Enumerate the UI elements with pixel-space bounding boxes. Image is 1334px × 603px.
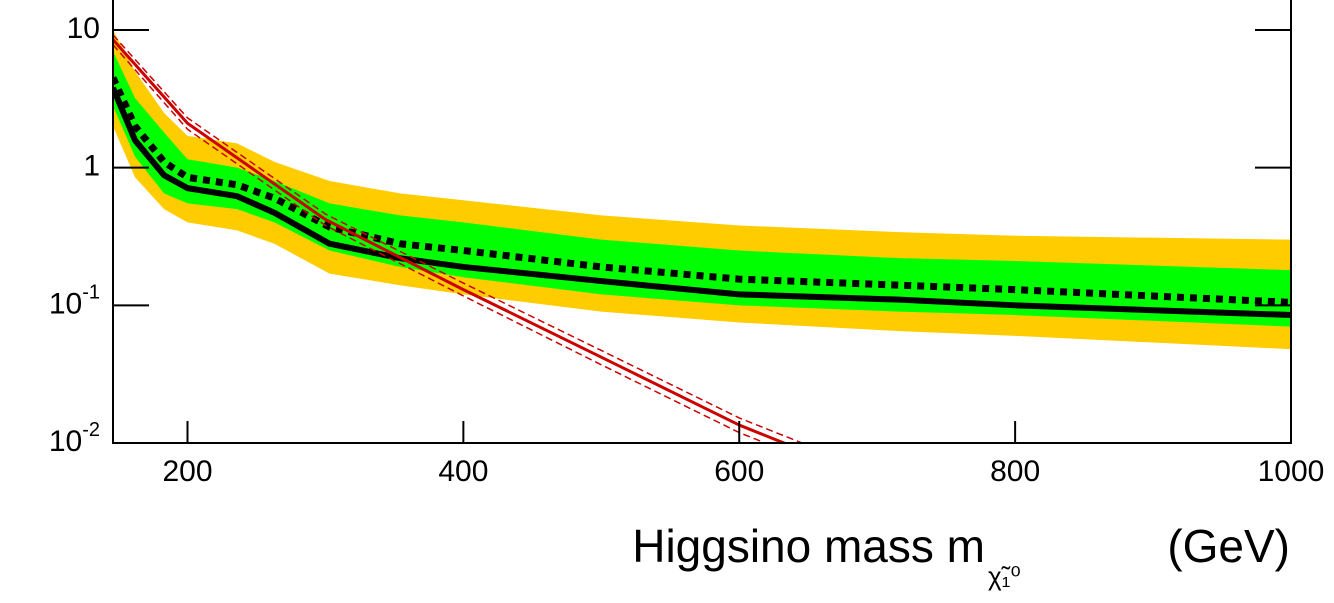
y-tick-label: 10	[67, 12, 100, 45]
plot-area	[113, 29, 1291, 443]
y-tick-label-exponent: -1	[82, 282, 100, 304]
x-axis-title-unit: (GeV)	[1167, 520, 1290, 572]
x-tick-label: 600	[714, 455, 764, 488]
y-tick-label-base: 10	[49, 287, 82, 320]
y-tick-label-exponent: -2	[82, 419, 100, 441]
y-tick-label: 10-1	[49, 282, 100, 321]
x-tick-label: 400	[438, 455, 488, 488]
line	[113, 76, 1291, 306]
frame	[112, 0, 1292, 444]
line	[113, 34, 805, 443]
y-tick-label-base: 10	[49, 425, 82, 458]
x-tick-label: 200	[162, 455, 212, 488]
x-axis-title: Higgsino mass m	[632, 520, 985, 572]
y-tick-label: 1	[83, 150, 100, 183]
y-tick-label: 10-2	[49, 419, 100, 458]
x-tick-label: 1000	[1258, 455, 1325, 488]
line	[113, 86, 1291, 319]
x-tick-label: 800	[990, 455, 1040, 488]
x-axis-title-subscript: χ̃₁⁰	[988, 561, 1021, 591]
